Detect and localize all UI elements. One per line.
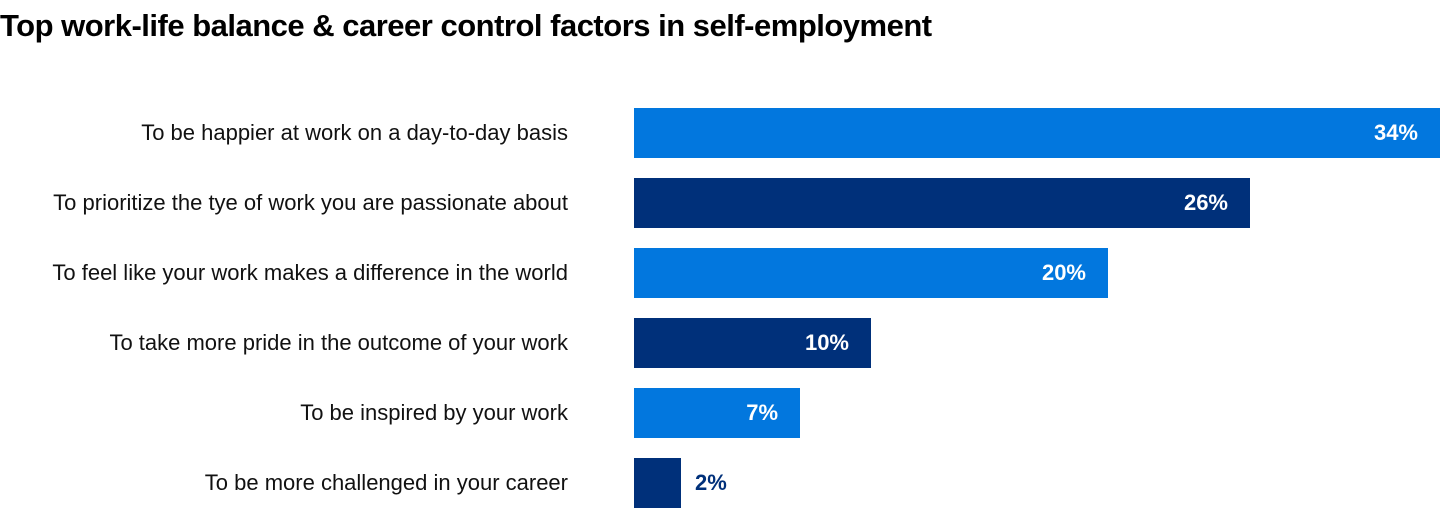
data-label: 20%: [1041, 260, 1086, 285]
bar-row: To be inspired by your work 7%: [0, 388, 1440, 438]
category-label: To prioritize the tye of work you are pa…: [53, 190, 568, 215]
category-label: To be more challenged in your career: [204, 470, 568, 495]
data-label: 34%: [1373, 120, 1418, 145]
bar-row: To feel like your work makes a differenc…: [0, 248, 1440, 298]
bar-row: To be happier at work on a day-to-day ba…: [0, 108, 1440, 158]
bar: [634, 248, 1108, 298]
chart-title: Top work-life balance & career control f…: [0, 8, 932, 43]
data-label: 10%: [804, 330, 849, 355]
bar-row: To prioritize the tye of work you are pa…: [0, 178, 1440, 228]
data-label: 7%: [746, 400, 778, 425]
data-label: 2%: [695, 470, 727, 495]
category-label: To take more pride in the outcome of you…: [109, 330, 568, 355]
category-label: To be inspired by your work: [300, 400, 568, 425]
bar: [634, 318, 871, 368]
bar: [634, 388, 800, 438]
bar-row: To take more pride in the outcome of you…: [0, 318, 1440, 368]
bar: [634, 458, 681, 508]
category-label: To feel like your work makes a differenc…: [52, 260, 568, 285]
bar-row: To be more challenged in your career 2%: [0, 458, 1440, 508]
data-label: 26%: [1183, 190, 1228, 215]
bar: [634, 108, 1440, 158]
bar: [634, 178, 1250, 228]
category-label: To be happier at work on a day-to-day ba…: [141, 120, 568, 145]
